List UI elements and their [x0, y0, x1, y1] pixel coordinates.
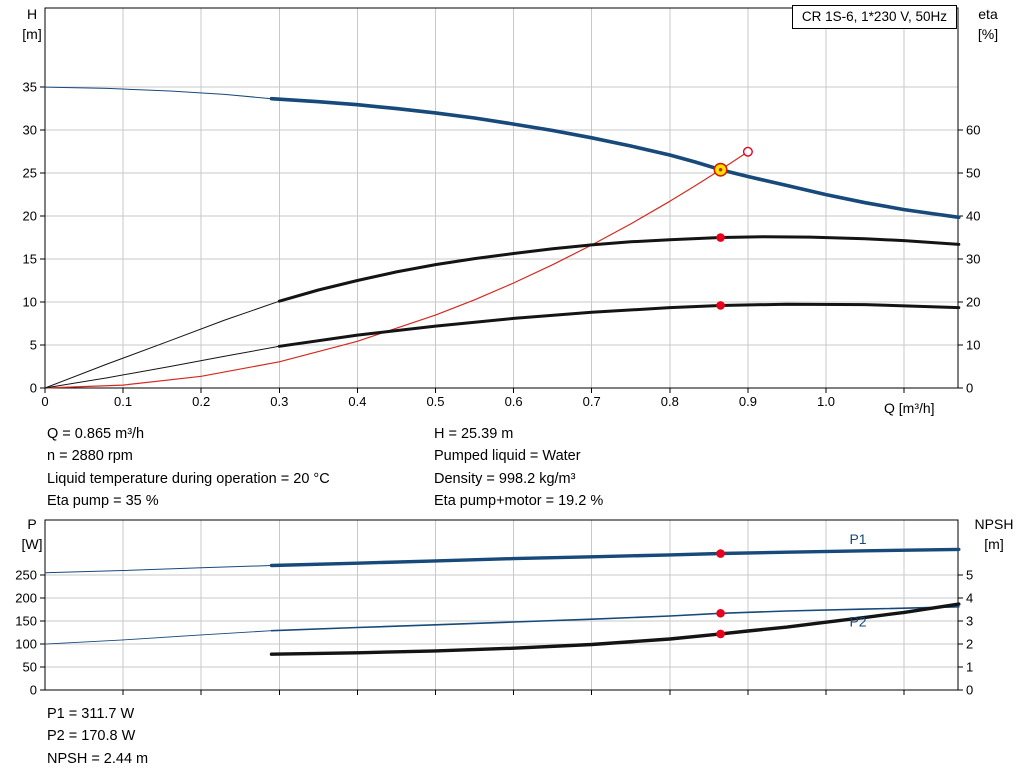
hq-tick-label-right: 10	[966, 338, 980, 353]
hq-tick-label-right: 40	[966, 209, 980, 224]
hq-eta-total-lead-curve	[44, 345, 280, 389]
info-line-npsh: NPSH = 2.44 m	[47, 750, 149, 767]
power-p2-lead-curve	[44, 630, 272, 645]
info-line-liquid: Pumped liquid = Water	[434, 448, 581, 465]
info-line-eta-pump: Eta pump = 35 %	[47, 493, 159, 510]
hq-tick-label-right: 50	[966, 166, 980, 181]
power-tick-label-right: 4	[966, 591, 973, 606]
duty-info-left: Q = 0.865 m³/h n = 2880 rpm Liquid tempe…	[47, 423, 330, 513]
info-line-head: H = 25.39 m	[434, 426, 514, 442]
p-axis-label: P [W]	[14, 514, 50, 554]
power-p2-curve	[270, 605, 960, 632]
power-tick-label-left: 250	[15, 568, 37, 583]
eta-axis-label-unit: [%]	[977, 26, 999, 42]
hq-tick-label-bottom: 0.9	[739, 394, 757, 409]
hq-system-curve-curve	[44, 151, 749, 389]
hq-tick-label-bottom: 1.0	[817, 394, 835, 409]
hq-tick-label-bottom: 0.2	[192, 394, 210, 409]
power-curve-label-P1: P1	[849, 531, 866, 547]
hq-tick-label-left: 0	[30, 381, 37, 396]
pump-model-title-box: CR 1S-6, 1*230 V, 50Hz	[791, 5, 957, 29]
p-axis-label-symbol: P	[27, 516, 37, 532]
info-line-p2: P2 = 170.8 W	[47, 728, 136, 745]
power-red-dot-marker	[716, 629, 725, 639]
hq-eta-total-curve	[277, 302, 961, 348]
power-tick-label-left: 0	[30, 683, 37, 698]
power-tick-label-right: 1	[966, 660, 973, 675]
hq-open-point-marker	[742, 146, 753, 157]
power-tick-label-left: 100	[15, 637, 37, 652]
h-axis-label: H [m]	[14, 4, 50, 44]
hq-plot-frame	[44, 7, 959, 389]
hq-eta-pump-curve	[277, 235, 961, 303]
info-line-eta-total: Eta pump+motor = 19.2 %	[434, 493, 604, 510]
hq-tick-label-right: 0	[966, 381, 973, 396]
hq-red-dot-marker	[716, 233, 725, 242]
eta-axis-label: eta [%]	[968, 4, 1008, 44]
power-tick-label-right: 2	[966, 637, 973, 652]
hq-tick-label-bottom: 0.6	[505, 394, 523, 409]
npsh-axis-label-symbol: NPSH	[974, 516, 1014, 532]
hq-tick-label-bottom: 0.7	[583, 394, 601, 409]
hq-tick-label-bottom: 0.8	[661, 394, 679, 409]
hq-tick-label-left: 20	[23, 209, 37, 224]
p-axis-label-unit: [W]	[21, 536, 43, 552]
power-red-dot-marker	[716, 549, 725, 558]
hq-pump-curve-curve	[269, 96, 961, 220]
info-line-p1: P1 = 311.7 W	[47, 706, 135, 722]
info-line-q: Q = 0.865 m³/h	[47, 426, 145, 442]
h-axis-label-unit: [m]	[22, 26, 42, 42]
power-tick-label-left: 50	[23, 660, 37, 675]
hq-tick-label-bottom: 0.3	[270, 394, 288, 409]
eta-axis-label-symbol: eta	[978, 6, 998, 22]
power-tick-label-right: 3	[966, 614, 973, 629]
hq-tick-label-left: 15	[23, 252, 37, 267]
hq-tick-label-right: 30	[966, 252, 980, 267]
power-plot-frame	[44, 519, 959, 691]
power-p1-curve	[269, 547, 961, 568]
power-red-dot-marker	[716, 608, 725, 618]
hq-tick-label-right: 20	[966, 295, 980, 310]
hq-eta-pump-lead-curve	[44, 300, 280, 389]
hq-pump-curve-lead-curve	[44, 86, 272, 100]
hq-tick-label-bottom: 0	[41, 394, 48, 409]
hq-tick-label-left: 25	[23, 166, 37, 181]
hq-red-dot-marker	[716, 301, 725, 310]
npsh-axis-label-unit: [m]	[984, 536, 1004, 552]
npsh-axis-label: NPSH [m]	[968, 514, 1020, 554]
hq-tick-label-bottom: 0.5	[426, 394, 444, 409]
hq-tick-label-left: 5	[30, 338, 37, 353]
power-tick-label-right: 0	[966, 683, 973, 698]
hq-tick-label-bottom: 0.1	[114, 394, 132, 409]
power-info: P1 = 311.7 W P2 = 170.8 W NPSH = 2.44 m	[47, 703, 148, 770]
hq-tick-label-right: 60	[966, 123, 980, 138]
hq-tick-label-left: 10	[23, 295, 37, 310]
duty-point-center	[718, 168, 723, 172]
hq-tick-label-left: 35	[23, 80, 37, 95]
h-axis-label-symbol: H	[26, 6, 38, 22]
info-line-density: Density = 998.2 kg/m³	[434, 470, 576, 487]
info-line-speed: n = 2880 rpm	[47, 448, 133, 465]
hq-tick-label-left: 30	[23, 123, 37, 138]
power-tick-label-left: 150	[15, 614, 37, 629]
power-p1-lead-curve	[44, 565, 272, 574]
power-tick-label-left: 200	[15, 591, 37, 606]
power-tick-label-right: 5	[966, 568, 973, 583]
duty-info-right: H = 25.39 m Pumped liquid = Water Densit…	[434, 423, 603, 513]
power-curve-label-P2: P2	[849, 614, 866, 630]
hq-tick-label-bottom: 0.4	[348, 394, 366, 409]
q-axis-label: Q [m³/h]	[884, 400, 935, 416]
info-line-temperature: Liquid temperature during operation = 20…	[47, 470, 330, 487]
